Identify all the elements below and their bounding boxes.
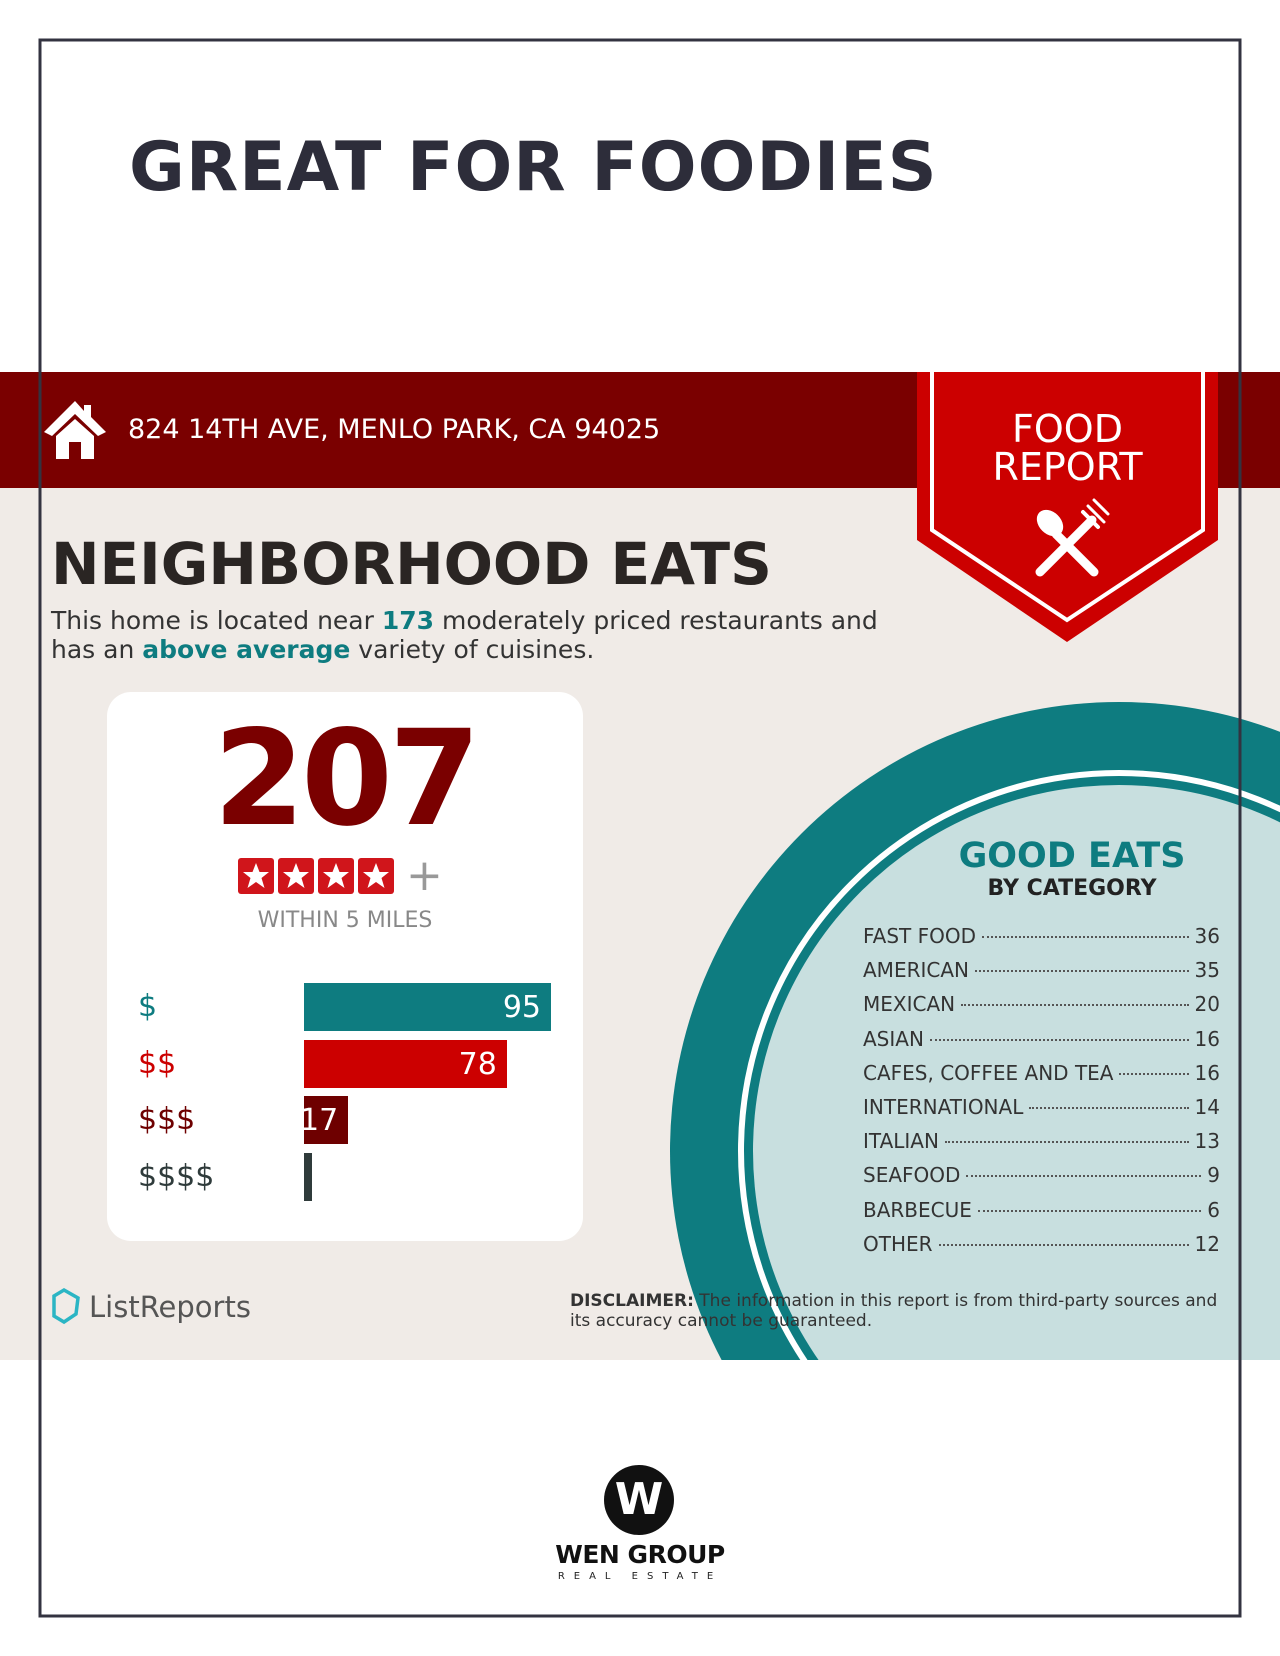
price-tier: $$ 78 — [138, 1039, 558, 1088]
category-circle — [670, 702, 1280, 1360]
tier-label: $ — [138, 989, 158, 1024]
bar-value: 17 — [300, 1103, 339, 1138]
logo-tagline: REAL ESTATE — [557, 1571, 723, 1582]
badge-text: FOOD REPORT — [917, 410, 1218, 486]
highlight: 173 — [381, 606, 435, 635]
tier-label: $$$ — [138, 1102, 196, 1137]
category-row: ITALIAN 13 — [863, 1129, 1220, 1163]
leader — [977, 1209, 1202, 1212]
summary-text: variety of cuisines. — [350, 635, 595, 664]
category-count: 35 — [1194, 958, 1220, 983]
disclaimer-text: The information in this report is from t… — [570, 1291, 1218, 1331]
bar-value: 78 — [458, 1046, 497, 1082]
category-count: 6 — [1207, 1197, 1220, 1222]
price-tier: $$$ 17 — [138, 1096, 558, 1144]
category-count: 13 — [1194, 1129, 1220, 1154]
leader — [974, 970, 1189, 973]
leader — [966, 1175, 1202, 1178]
category-count: 9 — [1207, 1163, 1220, 1188]
leader — [1119, 1072, 1189, 1075]
bar: 3 — [283, 1152, 312, 1201]
tier-label: $$ — [138, 1045, 177, 1081]
badge-line: FOOD — [1012, 407, 1123, 451]
star — [318, 858, 354, 894]
bar: 78 — [304, 1039, 507, 1088]
category-count: 16 — [1194, 1060, 1220, 1085]
bar-value: 95 — [502, 990, 541, 1025]
logo-name: WEN GROUP — [555, 1540, 725, 1569]
tier-label: $$$$ — [138, 1158, 215, 1194]
leader — [961, 1004, 1189, 1007]
star — [358, 858, 394, 894]
listreports-icon — [52, 1287, 80, 1325]
category-count: 36 — [1194, 924, 1220, 948]
category-row: FAST FOOD 36 — [863, 924, 1220, 958]
category-name: BARBECUE — [863, 1197, 972, 1222]
address: 824 14TH AVE, MENLO PARK, CA 94025 — [128, 414, 661, 445]
category-row: INTERNATIONAL 14 — [863, 1095, 1220, 1129]
category-name: ASIAN — [863, 1026, 924, 1051]
category-name: OTHER — [863, 1231, 933, 1256]
summary: This home is located near 173 moderately… — [51, 606, 911, 664]
category-count: 16 — [1194, 1026, 1220, 1051]
stars-suffix: + — [406, 850, 443, 901]
bar: 17 — [300, 1096, 349, 1144]
category-heading: GOOD EATS BY CATEGORY — [940, 836, 1204, 901]
category-list: FAST FOOD 36 AMERICAN 35 MEXICAN 20 ASIAN 16 CAF… — [863, 924, 1220, 1266]
category-count: 14 — [1194, 1094, 1220, 1119]
category-title: GOOD EATS — [958, 836, 1186, 876]
category-count: 12 — [1194, 1231, 1220, 1256]
category-row: AMERICAN 35 — [863, 958, 1220, 992]
category-name: CAFES, COFFEE AND TEA — [863, 1060, 1114, 1085]
category-row: OTHER 12 — [863, 1232, 1220, 1266]
food-report-badge — [917, 372, 1218, 642]
summary-card: 207 + WITHIN 5 MILES $95 $$ 78 $$$ 17 $$$$ 3 — [107, 692, 583, 1241]
category-row: SEAFOOD 9 — [863, 1163, 1220, 1197]
category-name: SEAFOOD — [863, 1163, 961, 1188]
leader — [982, 936, 1189, 938]
brand: ListReports — [89, 1290, 251, 1324]
leader — [944, 1141, 1189, 1144]
section-title: NEIGHBORHOOD EATS — [51, 530, 772, 598]
leader — [929, 1038, 1189, 1041]
category-name: FAST FOOD — [863, 924, 977, 948]
logo-circle — [604, 1465, 674, 1535]
category-subtitle: BY CATEGORY — [987, 876, 1157, 901]
bar: 95 — [304, 983, 551, 1031]
summary-text: This home is located near — [51, 606, 382, 635]
leader — [1029, 1106, 1189, 1109]
radius-label: WITHIN 5 MILES — [257, 908, 433, 933]
bar-value: 3 — [282, 1159, 302, 1195]
home-icon — [44, 401, 106, 459]
stars: + — [238, 850, 443, 901]
price-tier: $95 — [138, 983, 558, 1031]
summary-text: moderately priced restaurants and has an — [51, 606, 878, 664]
page-border — [38, 38, 1242, 1618]
logo-initial: W — [614, 1474, 664, 1525]
leader — [938, 1243, 1189, 1246]
star — [278, 858, 314, 894]
star — [238, 858, 274, 894]
category-name: ITALIAN — [863, 1129, 939, 1154]
category-count: 20 — [1194, 992, 1220, 1017]
category-name: MEXICAN — [863, 992, 956, 1017]
category-row: CAFES, COFFEE AND TEA 16 — [863, 1061, 1220, 1095]
disclaimer-label: DISCLAIMER: — [570, 1291, 694, 1311]
page-title: GREAT FOR FOODIES — [129, 128, 938, 207]
total: 207 — [213, 702, 481, 856]
category-row: BARBECUE 6 — [863, 1198, 1220, 1232]
price-tiers: $95 $$ 78 $$$ 17 $$$$ 3 — [138, 983, 558, 1223]
category-row: MEXICAN 20 — [863, 992, 1220, 1026]
category-name: INTERNATIONAL — [863, 1094, 1024, 1119]
category-name: AMERICAN — [863, 958, 969, 983]
category-row: ASIAN 16 — [863, 1027, 1220, 1061]
highlight: above average — [142, 635, 351, 664]
disclaimer: DISCLAIMER: The information in this repo… — [570, 1291, 1230, 1331]
price-tier: $$$$ 3 — [138, 1152, 558, 1201]
badge-line: REPORT — [992, 445, 1143, 489]
